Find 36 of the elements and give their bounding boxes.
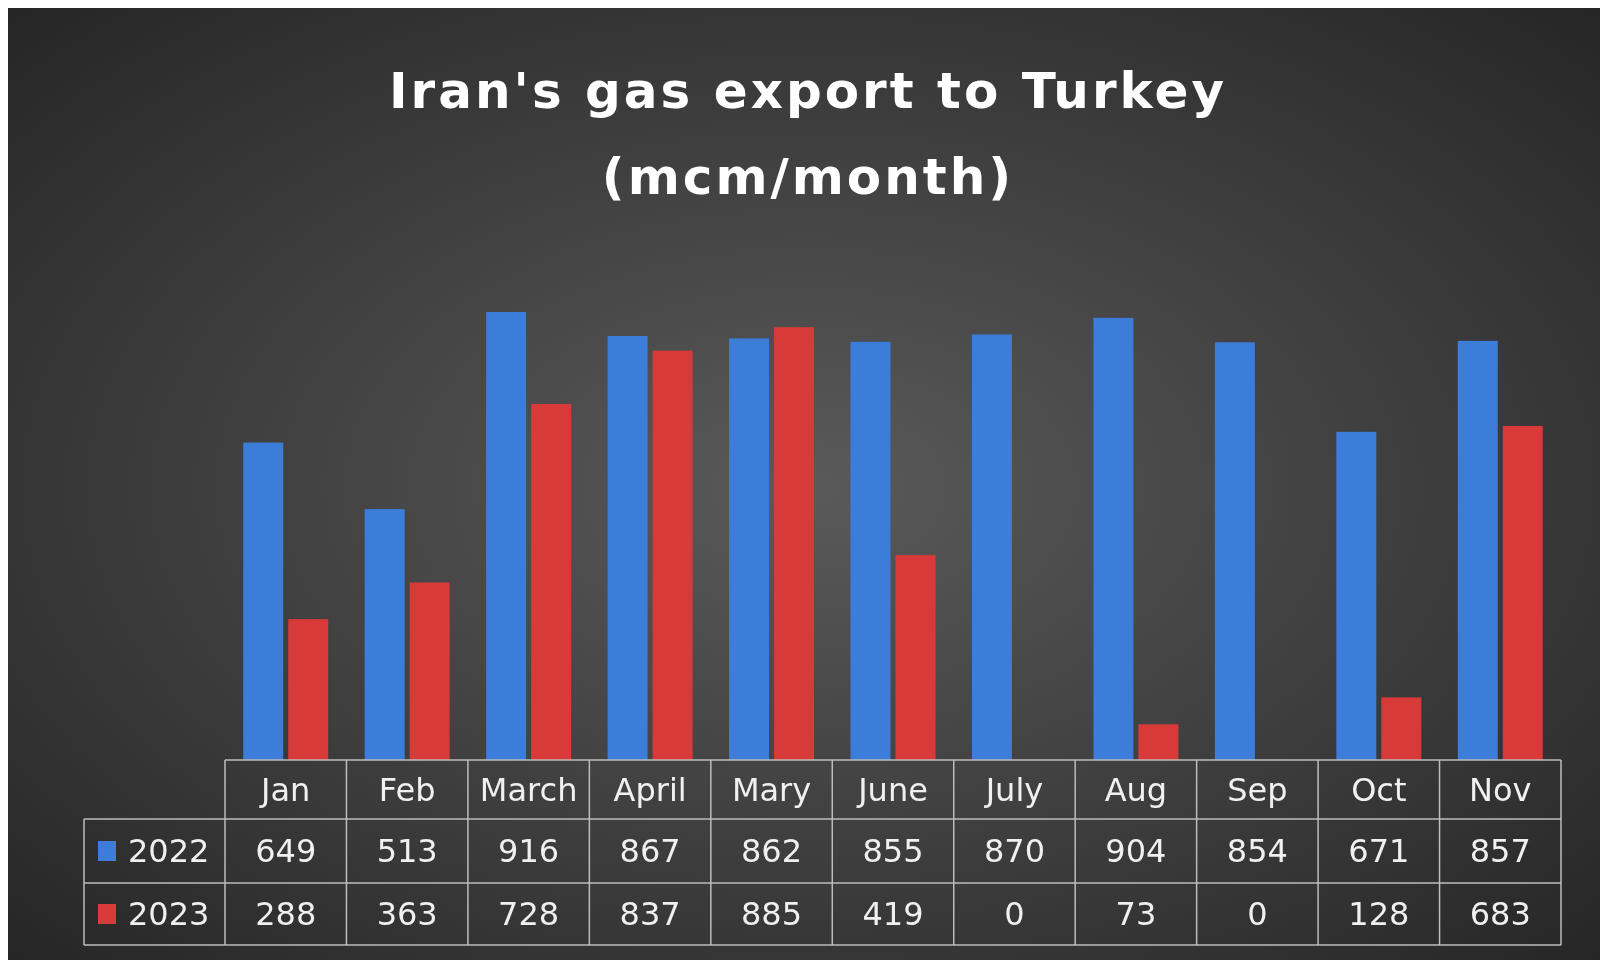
x-tick-label: March: [479, 770, 578, 809]
x-tick-label: Jan: [259, 770, 311, 809]
x-tick-label: April: [613, 770, 687, 809]
data-label: 854: [1226, 832, 1288, 870]
data-label: 916: [498, 832, 560, 870]
data-label: 683: [1469, 895, 1531, 933]
data-label: 0: [1247, 895, 1268, 933]
x-tick-label: Feb: [378, 770, 436, 809]
data-label: 837: [619, 895, 681, 933]
data-label: 671: [1348, 832, 1410, 870]
legend-label: 2022: [128, 832, 210, 870]
x-tick-label: July: [983, 770, 1044, 809]
data-label: 862: [741, 832, 803, 870]
x-tick-label: Aug: [1104, 770, 1168, 809]
x-tick-label: Nov: [1469, 770, 1532, 809]
data-label: 904: [1105, 832, 1167, 870]
x-tick-label: Sep: [1227, 770, 1288, 809]
data-label: 363: [376, 895, 438, 933]
data-label: 0: [1004, 895, 1025, 933]
x-tick-label: Mary: [731, 770, 812, 809]
data-label: 649: [255, 832, 317, 870]
data-label: 855: [862, 832, 924, 870]
x-tick-label: June: [856, 770, 928, 809]
data-label: 857: [1469, 832, 1531, 870]
data-label: 870: [983, 832, 1045, 870]
data-label: 728: [498, 895, 560, 933]
data-label: 419: [862, 895, 924, 933]
data-label: 867: [619, 832, 681, 870]
data-label: 288: [255, 895, 317, 933]
data-label: 513: [376, 832, 438, 870]
chart-title: Iran's gas export to Turkey (mcm/month): [389, 62, 1227, 206]
x-tick-label: Oct: [1351, 770, 1407, 809]
legend-label: 2023: [128, 895, 210, 933]
data-label: 73: [1115, 895, 1157, 933]
data-label: 885: [741, 895, 803, 933]
data-label: 128: [1348, 895, 1410, 933]
